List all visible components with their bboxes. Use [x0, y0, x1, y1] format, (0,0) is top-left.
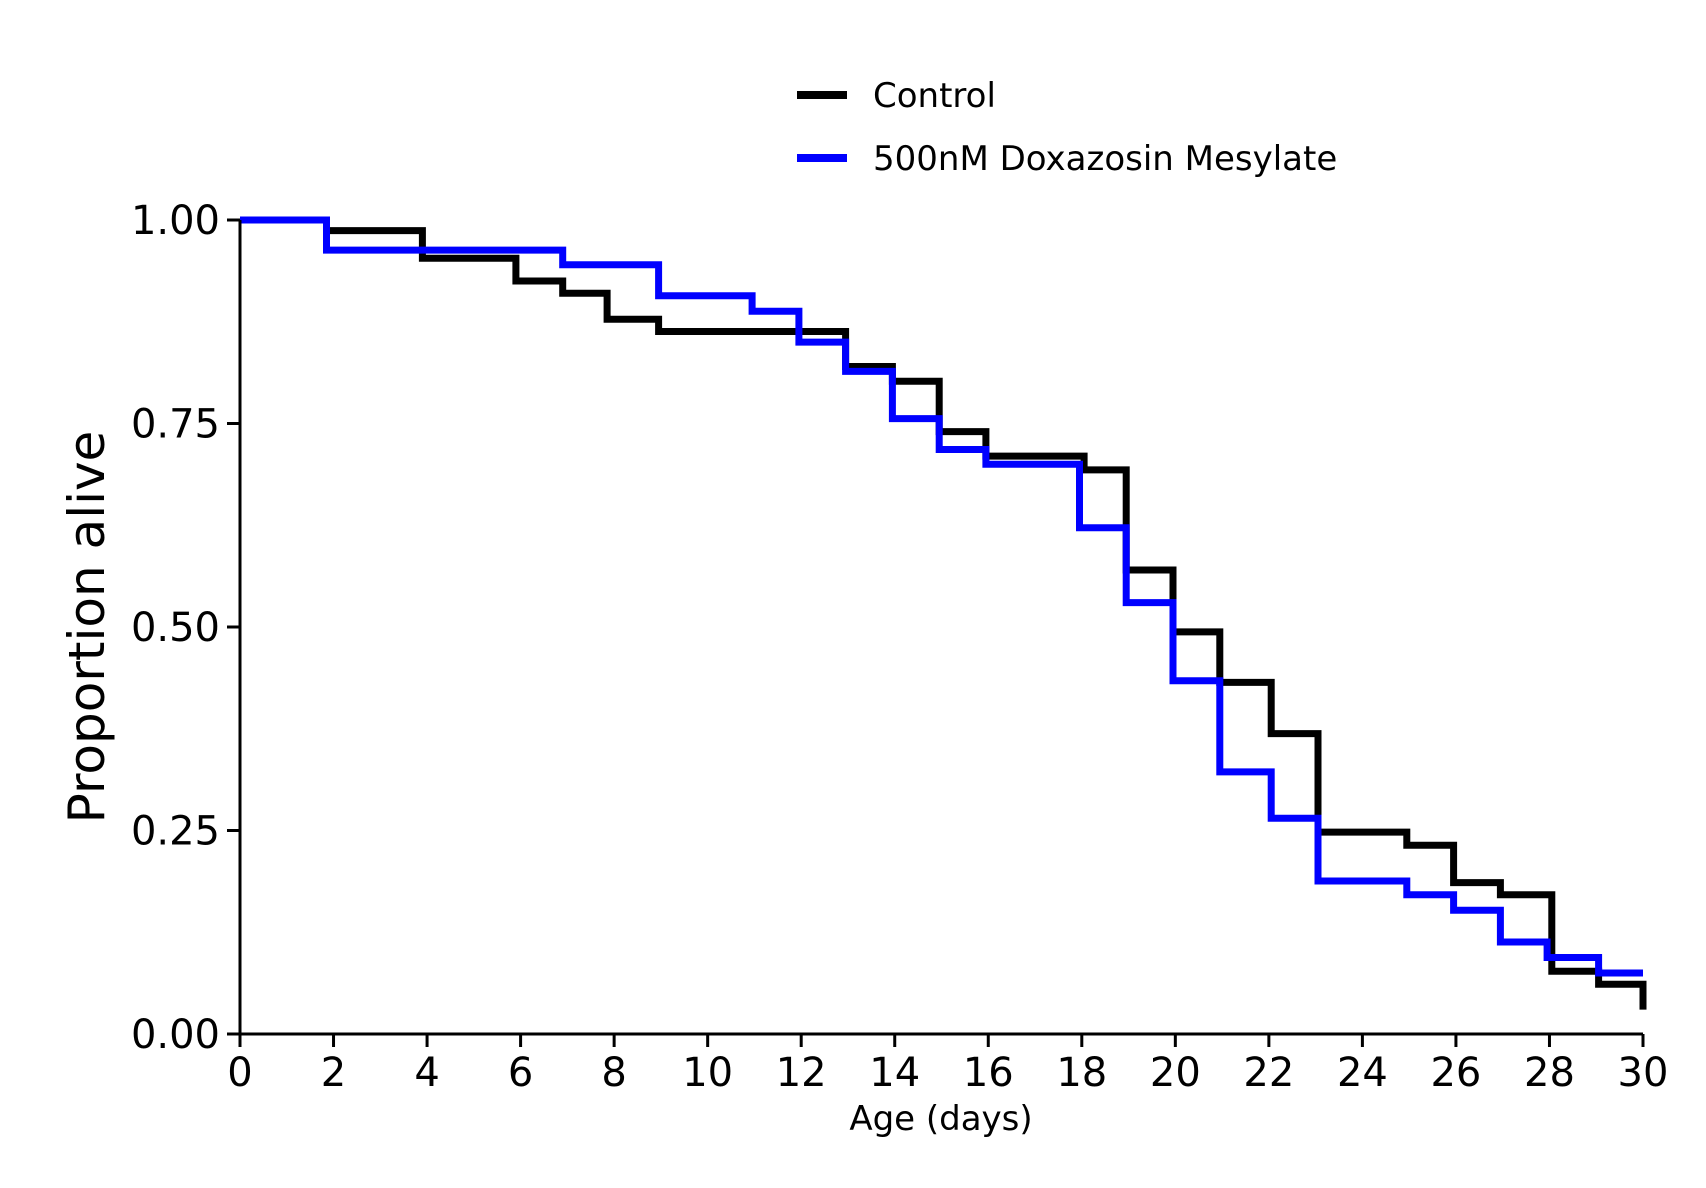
- y-tick-label: 0.50: [131, 605, 220, 651]
- x-tick-label: 18: [1056, 1050, 1107, 1096]
- x-tick-label: 30: [1618, 1050, 1669, 1096]
- x-ticks: 0 2 4 6 8 10 12 14 16 18 20 22 24 26 28 30: [227, 1034, 1668, 1096]
- axes: [238, 220, 1643, 1036]
- x-tick-label: 24: [1337, 1050, 1388, 1096]
- x-tick-label: 28: [1524, 1050, 1575, 1096]
- series-line-control: [240, 216, 1647, 1010]
- y-tick-label: 0.00: [131, 1012, 220, 1058]
- y-axis-title: Proportion alive: [58, 431, 116, 824]
- series-line-doxazosin: [240, 216, 1643, 977]
- series-layer: [240, 216, 1647, 1010]
- x-tick-label: 0: [227, 1050, 252, 1096]
- legend: Control 500nM Doxazosin Mesylate: [797, 76, 1337, 179]
- x-tick-label: 2: [321, 1050, 346, 1096]
- x-axis-title: Age (days): [849, 1099, 1032, 1139]
- x-tick-label: 8: [601, 1050, 626, 1096]
- x-tick-label: 22: [1243, 1050, 1294, 1096]
- x-tick-label: 16: [963, 1050, 1014, 1096]
- y-tick-label: 0.25: [131, 809, 220, 855]
- x-tick-label: 12: [776, 1050, 827, 1096]
- x-tick-label: 14: [869, 1050, 920, 1096]
- legend-label: Control: [873, 76, 996, 116]
- x-tick-label: 4: [414, 1050, 439, 1096]
- legend-label: 500nM Doxazosin Mesylate: [873, 139, 1337, 179]
- x-tick-label: 26: [1430, 1050, 1481, 1096]
- x-tick-label: 20: [1150, 1050, 1201, 1096]
- y-tick-label: 0.75: [131, 402, 220, 448]
- y-tick-label: 1.00: [131, 198, 220, 244]
- y-ticks: 0.00 0.25 0.50 0.75 1.00: [131, 198, 240, 1058]
- x-tick-label: 10: [682, 1050, 733, 1096]
- x-tick-label: 6: [508, 1050, 533, 1096]
